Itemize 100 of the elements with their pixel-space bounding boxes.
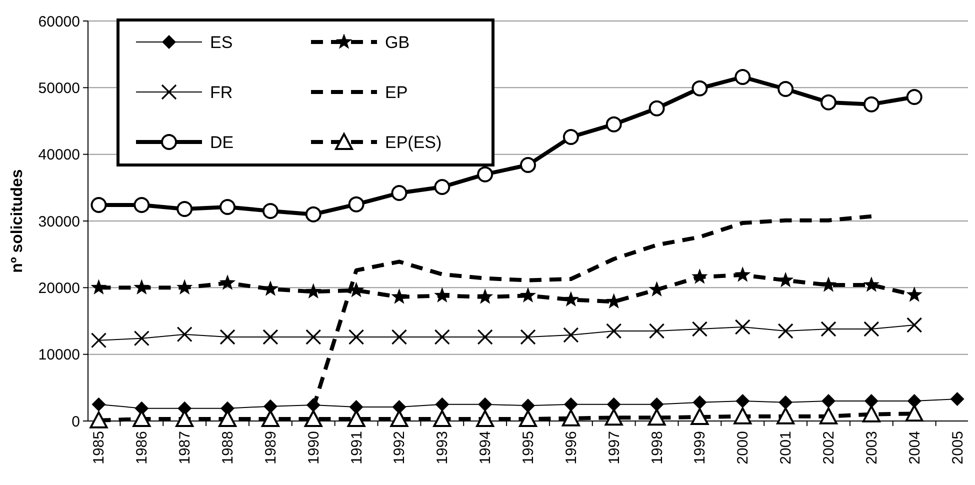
- point: [648, 100, 665, 116]
- y-tick-label: 10000: [38, 346, 80, 364]
- point: [736, 394, 750, 408]
- point: [347, 410, 366, 427]
- point: [734, 266, 751, 282]
- point: [434, 329, 450, 345]
- point: [692, 80, 708, 96]
- legend-label: DE: [210, 132, 234, 152]
- point: [692, 395, 707, 410]
- point: [219, 274, 236, 290]
- point: [90, 411, 108, 428]
- point: [476, 288, 494, 304]
- point: [306, 329, 322, 345]
- point: [262, 203, 278, 219]
- point: [734, 407, 752, 424]
- point: [90, 197, 107, 213]
- point: [778, 395, 793, 410]
- point: [519, 410, 537, 427]
- x-tick-label: 2002: [820, 431, 838, 464]
- point: [220, 199, 236, 215]
- point: [819, 407, 838, 424]
- x-tick-label: 1991: [348, 431, 366, 464]
- legend-label: FR: [210, 82, 233, 102]
- point: [864, 321, 880, 337]
- point: [604, 408, 623, 426]
- y-tick-label: 30000: [38, 213, 80, 230]
- point: [176, 201, 193, 217]
- point: [520, 287, 536, 303]
- point: [562, 129, 579, 145]
- point: [648, 323, 665, 339]
- y-tick-label: 40000: [38, 146, 80, 164]
- x-tick-label: 1987: [176, 431, 194, 464]
- point: [477, 166, 494, 182]
- point: [950, 392, 964, 406]
- point: [734, 69, 751, 85]
- point: [864, 394, 878, 408]
- y-axis-title: nº solicitudes: [9, 169, 26, 273]
- x-tick-label: 1992: [391, 431, 408, 464]
- point: [820, 321, 836, 337]
- x-tick-label: 1990: [305, 431, 322, 464]
- point: [692, 321, 708, 337]
- point: [90, 279, 107, 295]
- point: [434, 287, 450, 303]
- legend-label: ES: [210, 32, 233, 52]
- x-tick-label: 1993: [434, 431, 452, 464]
- point: [906, 317, 922, 333]
- point: [906, 89, 922, 105]
- point: [391, 185, 408, 201]
- y-tick-label: 60000: [38, 13, 80, 30]
- y-tick-label: 0: [72, 413, 80, 430]
- point: [907, 394, 922, 408]
- point: [391, 329, 408, 345]
- point: [692, 268, 708, 284]
- point: [648, 408, 666, 426]
- x-tick-label: 2001: [778, 431, 795, 464]
- x-tick-label: 1996: [562, 431, 580, 464]
- point: [563, 327, 579, 343]
- x-tick-label: 1989: [262, 431, 280, 464]
- point: [305, 206, 322, 222]
- point: [134, 279, 150, 295]
- point: [562, 409, 580, 426]
- point: [863, 96, 880, 112]
- x-tick-label: 1986: [134, 431, 151, 464]
- x-tick-label: 1994: [477, 431, 494, 464]
- point: [391, 288, 408, 304]
- point: [564, 397, 578, 412]
- point: [390, 410, 408, 427]
- x-tick-label: 2000: [734, 431, 752, 464]
- point: [777, 272, 794, 288]
- x-tick-label: 2004: [906, 431, 924, 464]
- point: [90, 332, 107, 348]
- y-tick-label: 20000: [38, 280, 80, 297]
- point: [521, 398, 535, 413]
- point: [821, 394, 836, 408]
- legend-label: GB: [385, 32, 410, 52]
- point: [606, 323, 622, 339]
- x-tick-label: 1999: [692, 431, 709, 464]
- point: [433, 410, 452, 427]
- x-tick-label: 2005: [949, 431, 966, 464]
- point: [734, 319, 750, 335]
- point: [606, 116, 622, 132]
- point: [520, 329, 536, 345]
- x-tick-label: 2003: [863, 431, 880, 464]
- point: [176, 279, 193, 295]
- point: [820, 94, 836, 110]
- point: [863, 276, 880, 292]
- point: [176, 326, 192, 342]
- point: [348, 196, 364, 212]
- point: [392, 400, 406, 414]
- x-tick-label: 1997: [606, 431, 623, 464]
- point: [349, 400, 364, 414]
- point: [606, 397, 621, 412]
- point: [261, 410, 280, 427]
- point: [435, 397, 450, 412]
- point: [905, 404, 924, 422]
- legend-label: EP: [385, 82, 408, 102]
- point: [776, 407, 795, 424]
- point: [92, 397, 106, 412]
- point: [520, 157, 536, 173]
- point: [690, 408, 709, 425]
